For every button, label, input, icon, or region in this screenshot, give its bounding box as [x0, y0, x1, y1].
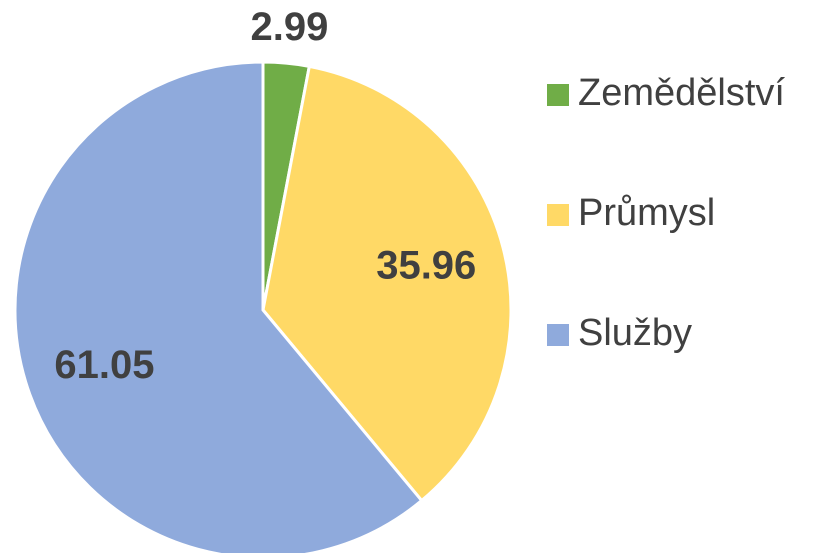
data-label: 2.99	[251, 5, 329, 49]
legend-swatch	[547, 204, 569, 226]
data-label: 61.05	[54, 343, 154, 387]
legend-swatch	[547, 324, 569, 346]
data-label: 35.96	[376, 243, 476, 287]
legend-label: Zemědělství	[578, 72, 785, 114]
pie-slice	[13, 60, 424, 553]
pie-slice	[261, 64, 513, 503]
legend-label: Služby	[578, 312, 692, 354]
legend-swatch	[547, 84, 569, 106]
legend-label: Průmysl	[578, 192, 715, 234]
